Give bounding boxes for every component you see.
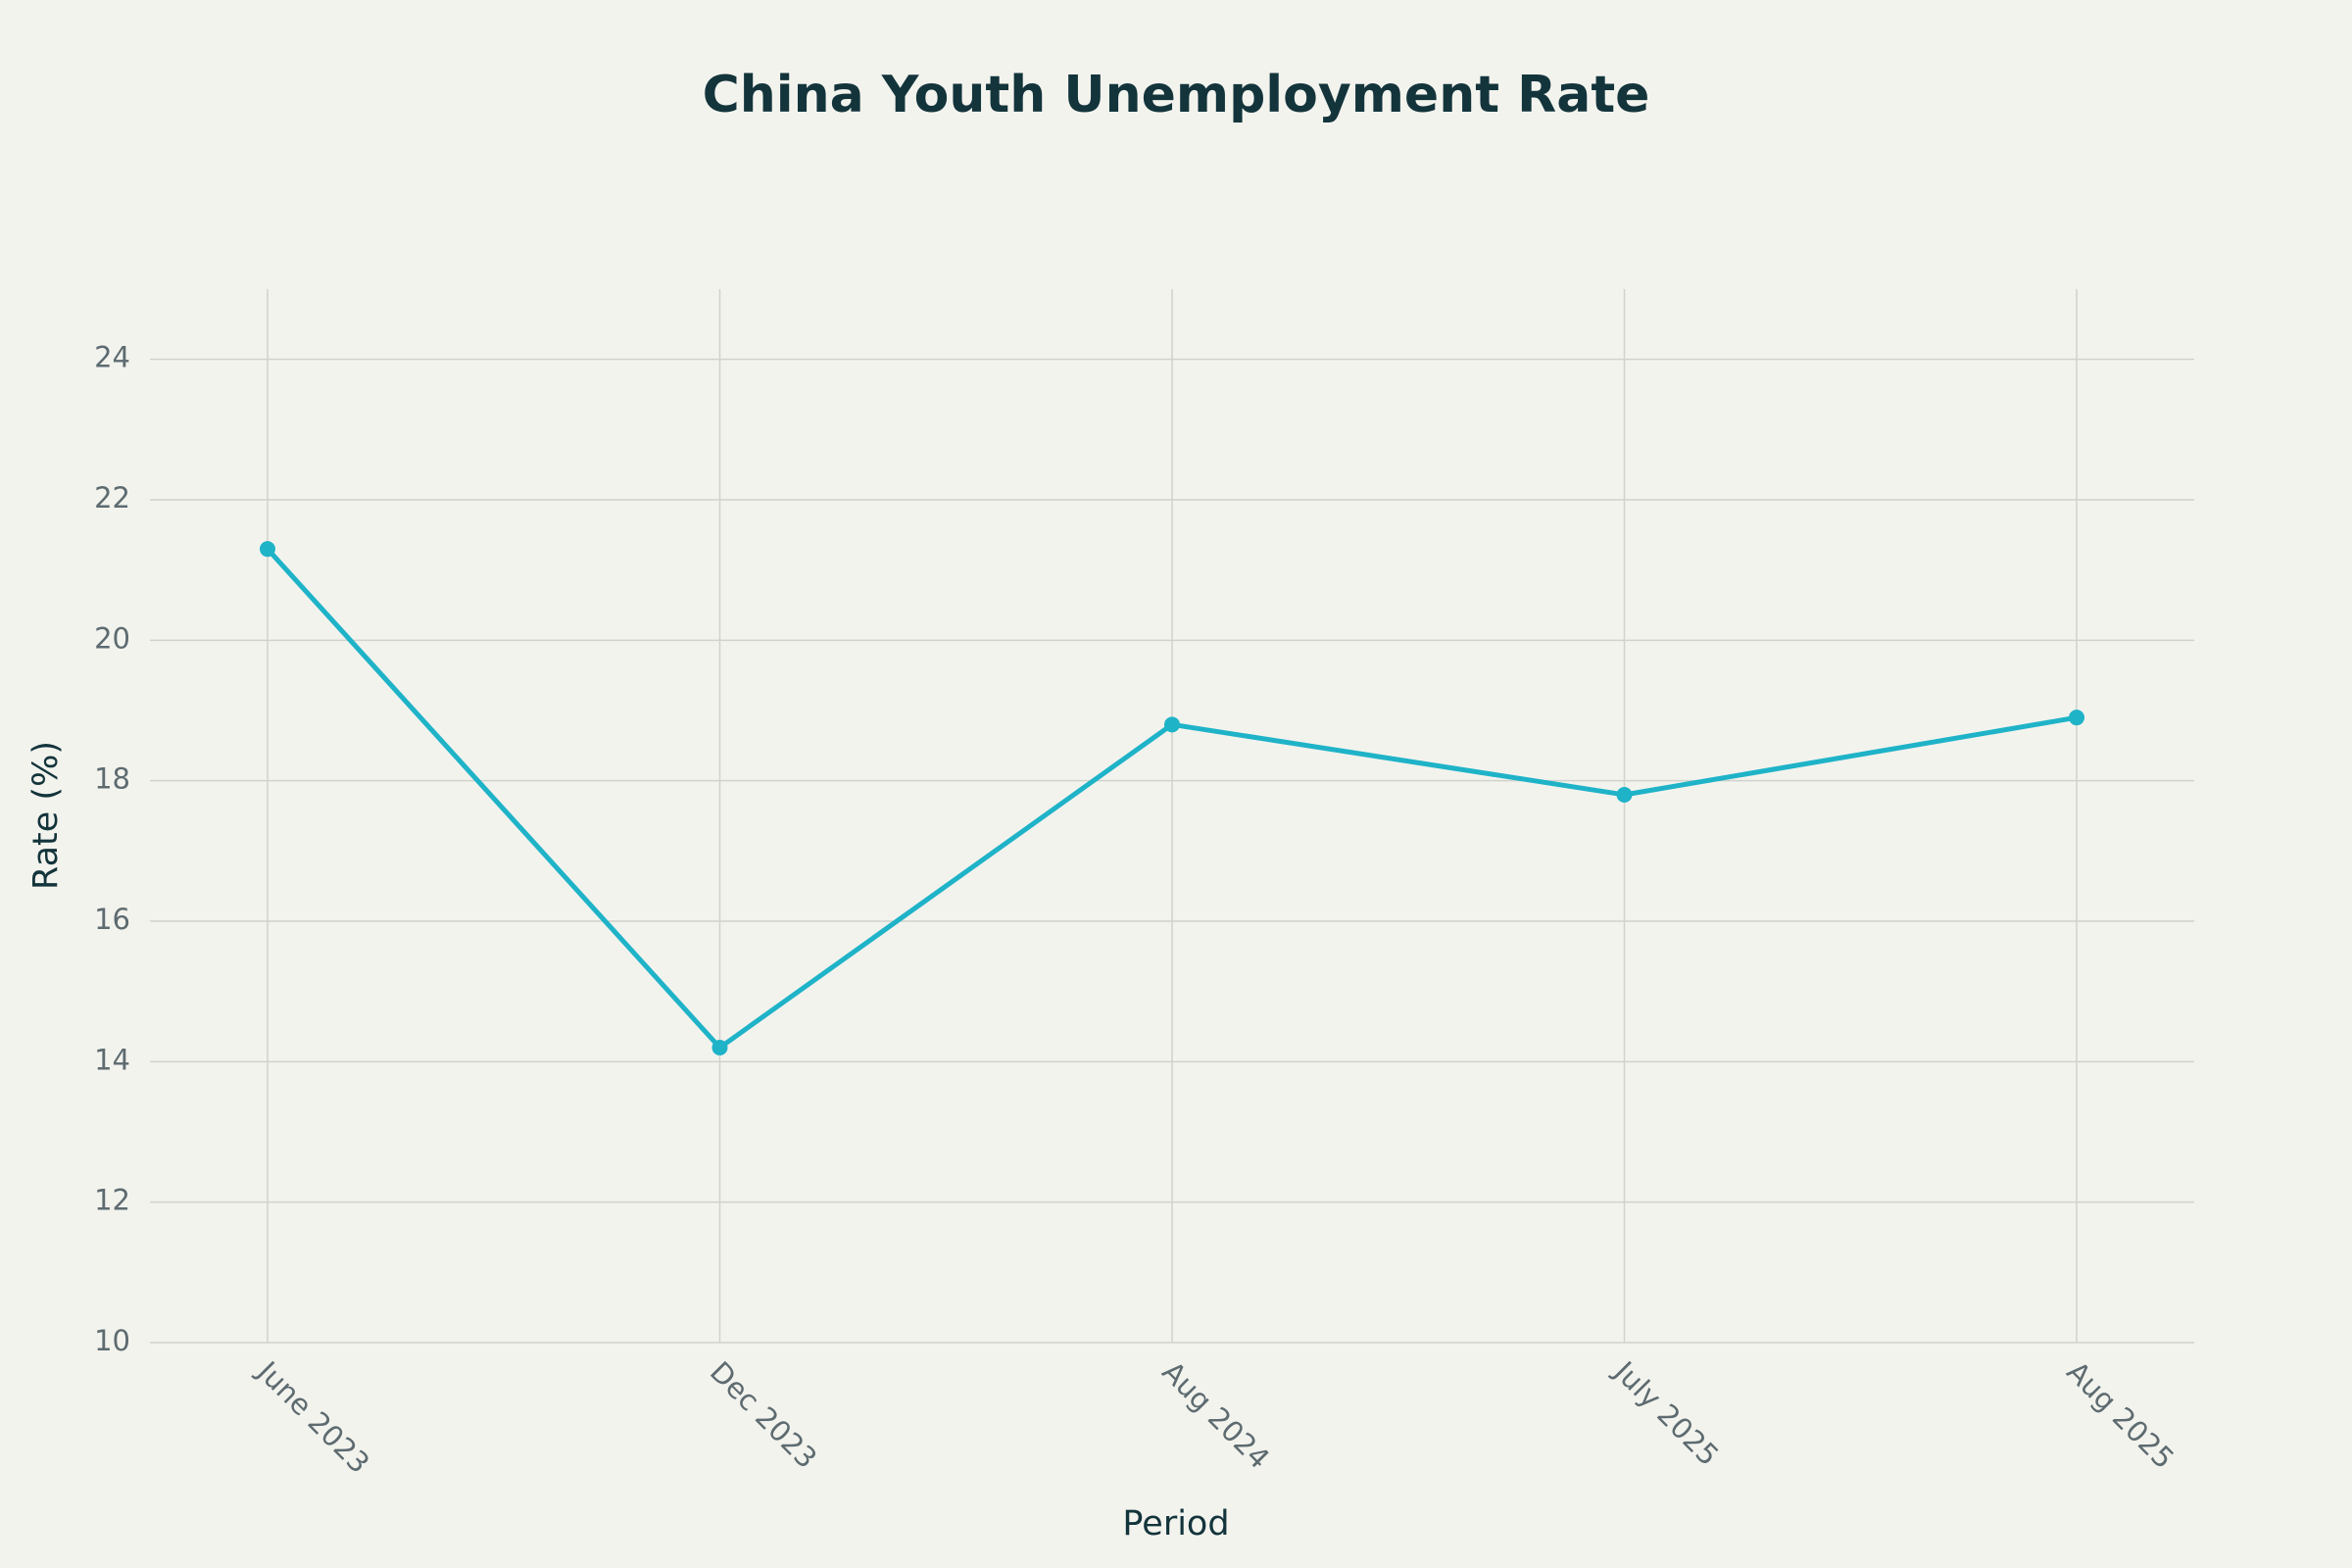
chart-title: China Youth Unemployment Rate — [703, 66, 1650, 124]
x-axis-title: Period — [1122, 1504, 1229, 1544]
point — [259, 541, 275, 558]
y-tick-label: 20 — [94, 621, 130, 655]
point — [1164, 716, 1180, 733]
point — [2069, 710, 2085, 726]
point — [1616, 787, 1633, 803]
y-tick-label: 10 — [94, 1324, 130, 1357]
point — [711, 1040, 728, 1055]
y-tick-label: 18 — [94, 762, 130, 796]
y-tick-label: 14 — [94, 1043, 130, 1076]
marks — [259, 541, 2085, 1055]
y-tick-label: 12 — [94, 1184, 130, 1217]
y-tick-label: 16 — [94, 903, 130, 936]
y-tick-label: 24 — [94, 341, 130, 374]
y-tick-label: 22 — [94, 481, 130, 514]
y-axis-title: Rate (%) — [26, 741, 66, 890]
